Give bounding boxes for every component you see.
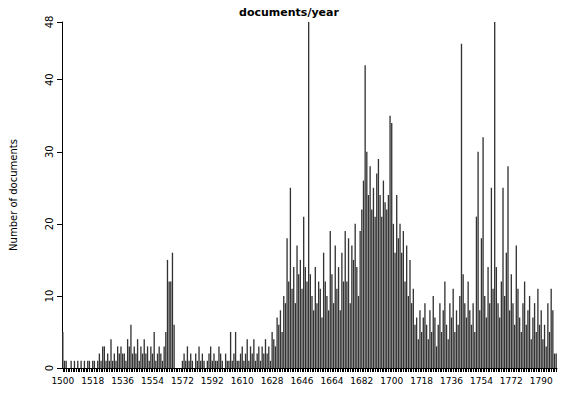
svg-text:1754: 1754 [470, 376, 493, 386]
svg-text:20: 20 [44, 217, 55, 230]
svg-text:1790: 1790 [530, 376, 553, 386]
svg-text:1536: 1536 [111, 376, 134, 386]
svg-text:1628: 1628 [261, 376, 284, 386]
svg-text:Number of documents: Number of documents [8, 139, 19, 251]
svg-text:1592: 1592 [201, 376, 224, 386]
svg-text:40: 40 [44, 73, 55, 86]
svg-text:1772: 1772 [500, 376, 523, 386]
svg-text:documents/year: documents/year [239, 6, 339, 19]
svg-text:0: 0 [44, 365, 55, 371]
svg-text:1554: 1554 [141, 376, 164, 386]
svg-text:1682: 1682 [350, 376, 373, 386]
svg-text:1518: 1518 [81, 376, 104, 386]
svg-text:1700: 1700 [380, 376, 403, 386]
svg-text:1664: 1664 [320, 376, 343, 386]
svg-text:30: 30 [44, 145, 55, 158]
svg-text:48: 48 [44, 16, 55, 29]
svg-text:1718: 1718 [410, 376, 433, 386]
svg-text:1646: 1646 [291, 376, 314, 386]
svg-text:10: 10 [44, 290, 55, 303]
svg-text:1610: 1610 [231, 376, 254, 386]
svg-text:1500: 1500 [51, 376, 74, 386]
svg-text:1572: 1572 [171, 376, 194, 386]
svg-text:1736: 1736 [440, 376, 463, 386]
